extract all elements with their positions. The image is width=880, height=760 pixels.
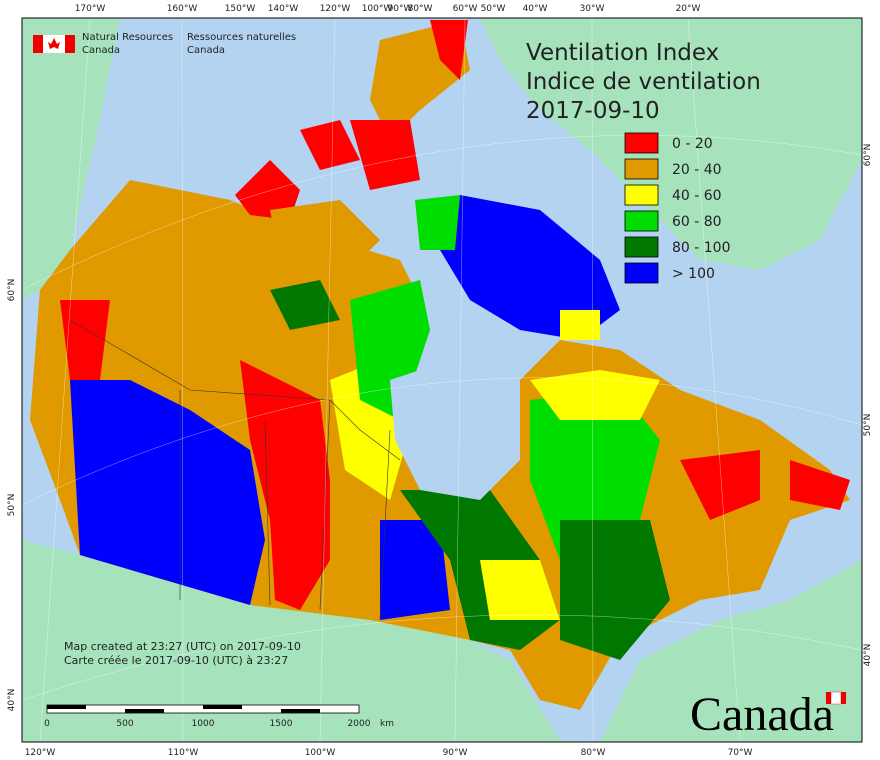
lon-label-bottom: 90°W: [443, 748, 468, 758]
scale-tick-label: 1500: [270, 719, 293, 729]
scale-tick-label: 0: [44, 719, 50, 729]
title: Ventilation Index: [526, 40, 719, 66]
lon-label-bottom: 100°W: [305, 748, 336, 758]
scale-segment: [281, 709, 320, 713]
island-baffin-west: [415, 195, 460, 250]
note: Carte créée le 2017-09-10 (UTC) à 23:27: [64, 654, 288, 667]
lon-label-top: 170°W: [75, 4, 106, 14]
usa: [22, 540, 862, 742]
frame-border: [21, 17, 863, 743]
island-baffin: [440, 195, 620, 340]
legend-label: > 100: [672, 266, 715, 282]
scale-segment: [125, 709, 164, 713]
lon-label-bottom: 80°W: [581, 748, 606, 758]
lon-label-top: 150°W: [225, 4, 256, 14]
canada-wordmark: Canada: [690, 688, 846, 741]
wordmark-flag: [826, 692, 831, 704]
lon-label-top: 50°W: [481, 4, 506, 14]
note: Map created at 23:27 (UTC) on 2017-09-10: [64, 640, 301, 653]
scale-tick-label: 1000: [192, 719, 215, 729]
lon-label-top: 80°W: [408, 4, 433, 14]
hudson-bay: [390, 360, 520, 500]
flag-bar: [65, 35, 75, 53]
legend-label: 80 - 100: [672, 240, 731, 256]
dept-fr: Canada: [187, 45, 225, 56]
lon-label-top: 60°W: [453, 4, 478, 14]
lon-label-bottom: 120°W: [25, 748, 56, 758]
wordmark: Canada: [690, 688, 834, 741]
island-devon: [350, 120, 420, 190]
flag-leaf: [48, 38, 60, 49]
wordmark-flag: [830, 691, 842, 705]
lon-label-top: 40°W: [523, 4, 548, 14]
blue-zone-ontario: [380, 520, 450, 620]
lon-label-top: 140°W: [268, 4, 299, 14]
green-zone-quebec: [530, 390, 660, 560]
alaska: [22, 18, 120, 300]
title-date: 2017-09-10: [526, 98, 660, 124]
island-victoria: [270, 200, 380, 280]
lon-label-top: 20°W: [676, 4, 701, 14]
lon-label-bottom: 110°W: [168, 748, 199, 758]
lon-label-bottom: 70°W: [728, 748, 753, 758]
legend-swatch: [624, 158, 659, 180]
map-frame: [21, 17, 863, 743]
scale-unit: km: [380, 719, 394, 729]
yellow-zone-lakes: [480, 560, 560, 620]
wordmark-flag: [841, 692, 846, 704]
dept-en: Canada: [82, 45, 120, 56]
darkgreen-zone-arctic: [270, 280, 340, 330]
borders: [69, 319, 401, 621]
red-zone-labrador: [680, 450, 760, 520]
scale-bar: km 0 500 1000 1500 2000: [44, 704, 394, 729]
lon-label-top: 160°W: [167, 4, 198, 14]
legend-swatch: [624, 210, 659, 232]
lon-label-top: 120°W: [320, 4, 351, 14]
lat-label-right: 50°N: [863, 414, 873, 437]
graticule-labels: 170°W 160°W 150°W 140°W 120°W 100°W90°W80°W 60…: [7, 4, 873, 758]
lat-label-left: 50°N: [7, 494, 17, 517]
island-baffin-south: [560, 310, 600, 340]
legend-swatch: [624, 184, 659, 206]
greenland: [480, 18, 862, 270]
legend-label: 20 - 40: [672, 162, 722, 178]
legend-swatch: [624, 262, 659, 284]
lat-label-right: 60°N: [863, 144, 873, 167]
red-zone-bc: [60, 300, 110, 380]
scale-segment: [203, 705, 242, 709]
lat-label-right: 40°N: [863, 644, 873, 667]
island-prince-patrick: [300, 120, 360, 170]
lon-label-top: 90°W: [388, 4, 413, 14]
dept-en: Natural Resources: [82, 32, 173, 43]
yellow-zone-ungava: [530, 370, 660, 420]
lon-label-top: 30°W: [580, 4, 605, 14]
darkgreen-zone-quebec: [560, 520, 670, 660]
legend: 0 - 20 20 - 40 40 - 60 60 - 80 80 - 100 > 100: [624, 132, 731, 284]
scale-tick-label: 2000: [348, 719, 371, 729]
lat-label-left: 40°N: [7, 689, 17, 712]
title: Indice de ventilation: [526, 69, 761, 95]
island-banks: [235, 160, 300, 220]
island-ellesmere-north: [430, 20, 468, 80]
scale-tick-label: 500: [116, 719, 133, 729]
legend-label: 40 - 60: [672, 188, 722, 204]
lat-label-left: 60°N: [7, 279, 17, 302]
lon-label-top: 100°W: [362, 4, 393, 14]
legend-swatch: [624, 236, 659, 258]
scale-segment: [47, 705, 86, 709]
legend-swatch: [624, 132, 659, 154]
legend-label: 0 - 20: [672, 136, 713, 152]
red-zone-newfoundland: [790, 460, 850, 510]
dept-fr: Ressources naturelles: [187, 32, 296, 43]
red-zone-prairie: [240, 360, 330, 610]
graticule-lines: [21, 17, 863, 743]
blue-zone-west: [70, 380, 265, 605]
flag-bar: [33, 35, 43, 53]
nrcan-logo: Natural Resources Canada Ressources natu…: [33, 32, 296, 56]
legend-label: 60 - 80: [672, 214, 722, 230]
